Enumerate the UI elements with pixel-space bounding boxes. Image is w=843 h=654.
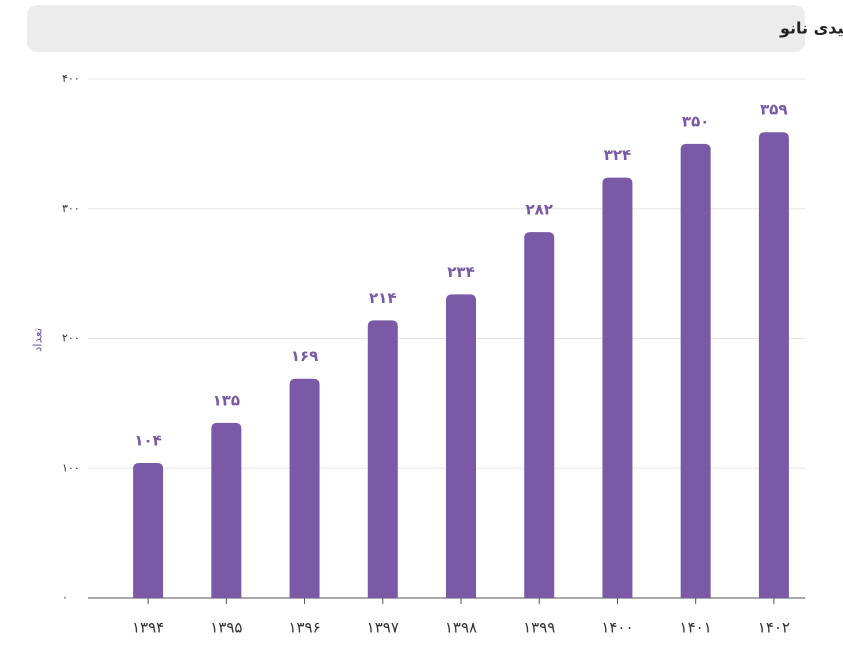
y-axis-label: تعداد bbox=[31, 328, 45, 352]
x-tick-label: ۱۳۹۴ bbox=[132, 619, 164, 637]
title-box bbox=[27, 5, 805, 52]
bar bbox=[602, 177, 633, 599]
bar bbox=[446, 294, 476, 598]
bar bbox=[680, 143, 711, 598]
value-label: ۱۶۹ bbox=[291, 347, 318, 365]
value-label: ۳۵۰ bbox=[682, 112, 709, 130]
x-tick-label: ۱۴۰۲ bbox=[758, 619, 790, 637]
value-label: ۳۲۴ bbox=[604, 146, 631, 164]
value-label: ۱۳۵ bbox=[213, 391, 240, 409]
value-label: ۲۳۴ bbox=[447, 263, 474, 281]
value-label: ۳۵۹ bbox=[760, 101, 787, 119]
x-tick-label: ۱۳۹۵ bbox=[210, 619, 242, 637]
y-tick-label: ۰ bbox=[62, 591, 68, 604]
bar bbox=[133, 463, 164, 598]
chart-title: تعداد شرکت‌های تولیدی نانو bbox=[779, 19, 843, 38]
x-tick-label: ۱۴۰۱ bbox=[680, 619, 712, 637]
bar bbox=[211, 422, 242, 598]
x-tick-label: ۱۳۹۶ bbox=[288, 619, 320, 637]
value-label: ۲۱۴ bbox=[369, 289, 396, 307]
x-tick-label: ۱۴۰۰ bbox=[601, 619, 633, 637]
bar bbox=[524, 232, 555, 599]
x-tick-label: ۱۳۹۹ bbox=[523, 619, 555, 637]
y-tick-label: ۲۰۰ bbox=[62, 332, 80, 345]
bar bbox=[758, 132, 789, 598]
x-tick-label: ۱۳۹۷ bbox=[367, 619, 399, 637]
y-tick-label: ۱۰۰ bbox=[62, 461, 80, 474]
bar bbox=[367, 320, 398, 598]
value-label: ۱۰۴ bbox=[134, 432, 161, 450]
y-tick-label: ۴۰۰ bbox=[62, 72, 80, 85]
value-label: ۲۸۲ bbox=[525, 201, 552, 219]
y-tick-label: ۳۰۰ bbox=[62, 202, 80, 215]
x-tick-label: ۱۳۹۸ bbox=[445, 619, 477, 637]
bar bbox=[289, 378, 320, 598]
